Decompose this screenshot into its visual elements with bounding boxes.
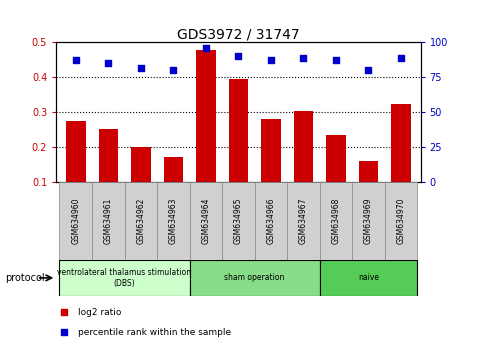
Text: GSM634963: GSM634963 — [168, 198, 178, 245]
Text: percentile rank within the sample: percentile rank within the sample — [78, 328, 231, 337]
Bar — [358, 161, 378, 217]
Text: GSM634969: GSM634969 — [363, 198, 372, 245]
Text: ventrolateral thalamus stimulation
(DBS): ventrolateral thalamus stimulation (DBS) — [58, 268, 191, 287]
Point — [60, 330, 67, 335]
Bar — [261, 119, 280, 217]
Text: GSM634960: GSM634960 — [71, 198, 80, 245]
Text: log2 ratio: log2 ratio — [78, 308, 121, 316]
Point — [266, 57, 274, 63]
Bar — [228, 79, 247, 217]
Point — [137, 65, 144, 71]
Bar — [222, 182, 254, 260]
Point — [396, 55, 404, 61]
Bar — [325, 135, 345, 217]
Point — [331, 57, 339, 63]
Point — [234, 54, 242, 59]
Point — [169, 68, 177, 73]
Bar — [286, 182, 319, 260]
Bar — [189, 260, 319, 296]
Bar — [98, 129, 118, 217]
Bar — [60, 182, 92, 260]
Text: GSM634962: GSM634962 — [136, 198, 145, 245]
Bar — [319, 260, 416, 296]
Bar — [384, 182, 416, 260]
Bar — [254, 182, 286, 260]
Text: GSM634967: GSM634967 — [298, 198, 307, 245]
Text: GSM634965: GSM634965 — [233, 198, 243, 245]
Text: protocol: protocol — [5, 273, 44, 283]
Text: GSM634964: GSM634964 — [201, 198, 210, 245]
Point — [364, 68, 372, 73]
Title: GDS3972 / 31747: GDS3972 / 31747 — [177, 27, 299, 41]
Bar — [189, 182, 222, 260]
Text: GSM634966: GSM634966 — [266, 198, 275, 245]
Bar — [157, 182, 189, 260]
Point — [60, 309, 67, 315]
Bar — [92, 182, 124, 260]
Bar — [163, 157, 183, 217]
Text: GSM634968: GSM634968 — [331, 198, 340, 245]
Point — [299, 55, 307, 61]
Bar — [131, 147, 150, 217]
Text: GSM634970: GSM634970 — [396, 198, 405, 245]
Bar — [124, 182, 157, 260]
Bar — [66, 121, 85, 217]
Point — [202, 45, 209, 51]
Text: GSM634961: GSM634961 — [103, 198, 113, 245]
Point — [72, 57, 80, 63]
Bar — [390, 104, 410, 217]
Bar — [196, 50, 215, 217]
Text: sham operation: sham operation — [224, 273, 284, 282]
Text: naive: naive — [357, 273, 378, 282]
Point — [104, 61, 112, 66]
Bar — [60, 260, 189, 296]
Bar — [293, 111, 312, 217]
Bar — [351, 182, 384, 260]
Bar — [319, 182, 351, 260]
